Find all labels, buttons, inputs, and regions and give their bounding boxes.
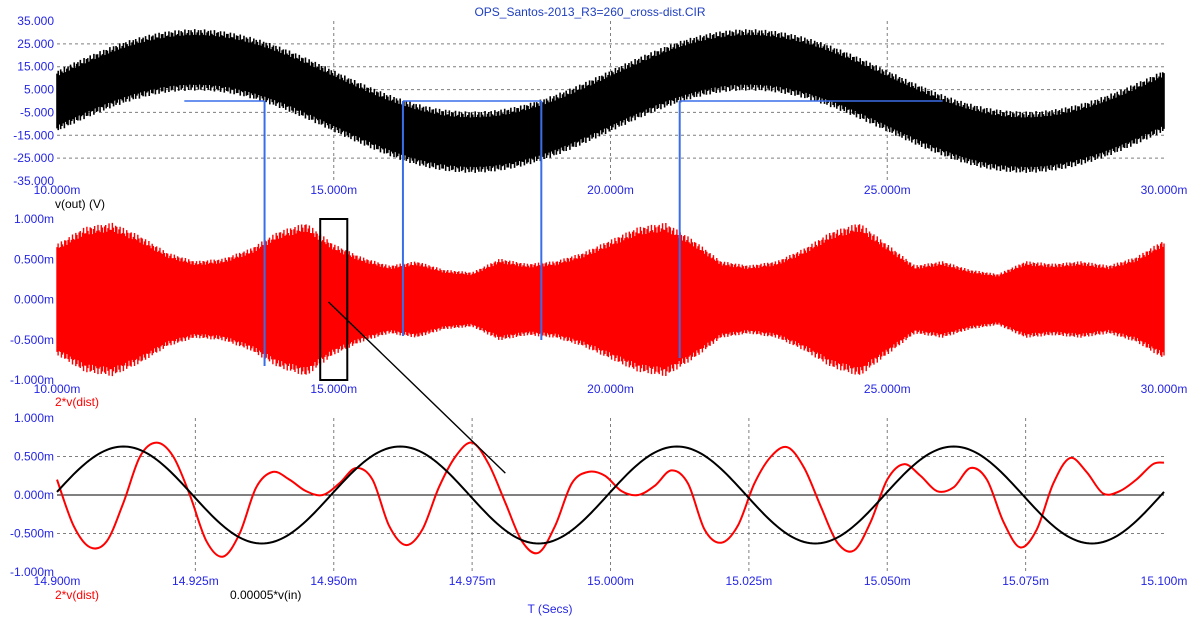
top-y-tick: -5.000 [20,105,54,119]
top-y-tick: 5.000 [24,83,54,97]
bottom-x-tick: 15.000m [587,574,634,588]
middle-y-tick: 0.000m [14,293,54,307]
top-y-tick: -25.000 [13,151,54,165]
middle-y-tick: 1.000m [14,212,54,226]
bottom-x-tick: 15.100m [1141,574,1188,588]
top-x-tick: 15.000m [310,183,357,197]
top-y-tick: 15.000 [17,60,54,74]
middle-y-tick: -1.000m [10,373,54,387]
top-x-tick: 25.000m [864,183,911,197]
dist-trace-zoom [56,441,1165,558]
overlay-annotations [184,100,943,474]
x-axis-label: T (Secs) [527,602,572,616]
middle-y-tick: 0.500m [14,252,54,266]
dist-band-fill [57,242,1164,357]
legend-middle-dist: 2*v(dist) [55,395,99,409]
vout-band-fill [57,35,1164,167]
top-x-tick: 30.000m [1141,183,1188,197]
bottom-x-tick: 14.900m [34,574,81,588]
bottom-y-tick: -1.000m [10,565,54,579]
bottom-x-tick: 15.050m [864,574,911,588]
chart-title: OPS_Santos-2013_R3=260_cross-dist.CIR [474,5,705,19]
top-y-tick: -35.000 [13,174,54,188]
zoom-box [319,218,349,381]
middle-x-tick: 30.000m [1141,382,1188,396]
top-y-tick: -15.000 [13,128,54,142]
middle-y-tick: -0.500m [10,333,54,347]
bottom-x-tick: 14.925m [172,574,219,588]
bottom-x-tick: 15.075m [1002,574,1049,588]
legend-bottom-vin: 0.00005*v(in) [230,588,301,602]
legend-top-vout: v(out) (V) [55,197,105,211]
bottom-y-tick: -0.500m [10,527,54,541]
middle-x-tick: 20.000m [587,382,634,396]
top-y-tick: 25.000 [17,37,54,51]
legend-bottom-dist: 2*v(dist) [55,588,99,602]
panel-top: 35.000 25.000 15.000 5.000 -5.000 -15.000 -25.… [13,14,1187,197]
bottom-x-tick: 14.950m [310,574,357,588]
bottom-y-tick: 0.000m [14,488,54,502]
zoom-callout-line [328,301,506,474]
bottom-x-tick: 15.025m [726,574,773,588]
top-x-tick: 10.000m [34,183,81,197]
top-x-tick: 20.000m [587,183,634,197]
middle-x-tick: 25.000m [864,382,911,396]
vin-trace-zoom [56,445,1165,545]
top-y-tick: 35.000 [17,14,54,28]
middle-x-tick: 15.000m [310,382,357,396]
bottom-y-tick: 1.000m [14,411,54,425]
middle-x-tick: 10.000m [34,382,81,396]
bottom-y-tick: 0.500m [14,450,54,464]
bottom-x-tick: 14.975m [449,574,496,588]
